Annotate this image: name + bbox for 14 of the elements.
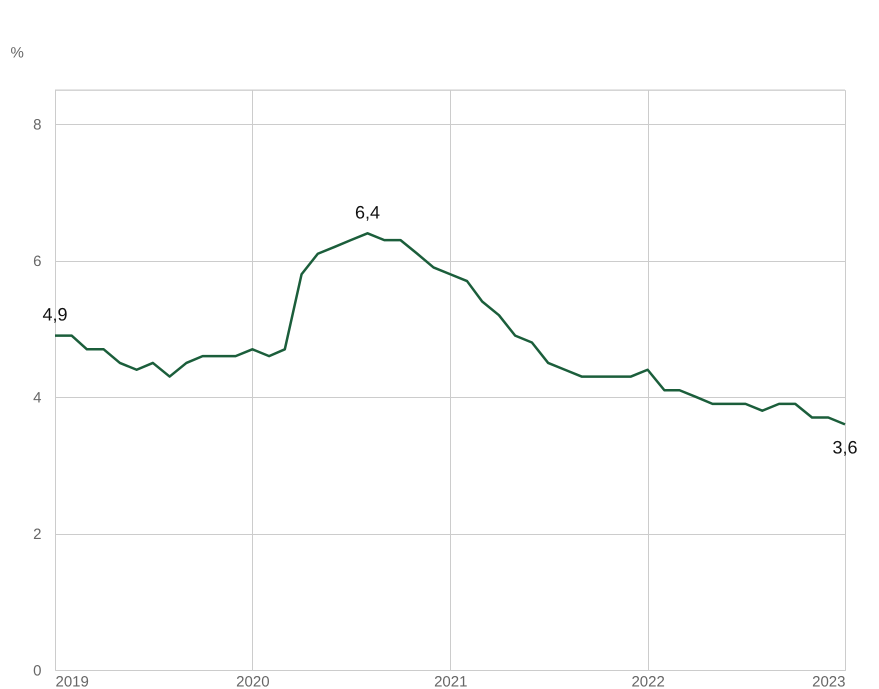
x-tick-label: 2019 (56, 674, 89, 689)
data-label: 6,4 (355, 202, 380, 222)
y-tick-label: 6 (33, 253, 42, 270)
y-tick-label: 2 (33, 526, 42, 544)
y-tick-label: 4 (33, 390, 42, 407)
x-tick-label: 2022 (631, 674, 665, 689)
y-axis-title: % (10, 44, 24, 62)
x-tick-label: 2020 (236, 674, 270, 689)
x-tick-label: 2021 (434, 674, 468, 689)
y-tick-label: 8 (33, 116, 42, 134)
data-label: 4,9 (42, 304, 68, 325)
y-tick-label: 0 (33, 662, 42, 680)
x-tick-label: 2023 (812, 674, 846, 689)
data-label: 3,6 (832, 437, 858, 458)
